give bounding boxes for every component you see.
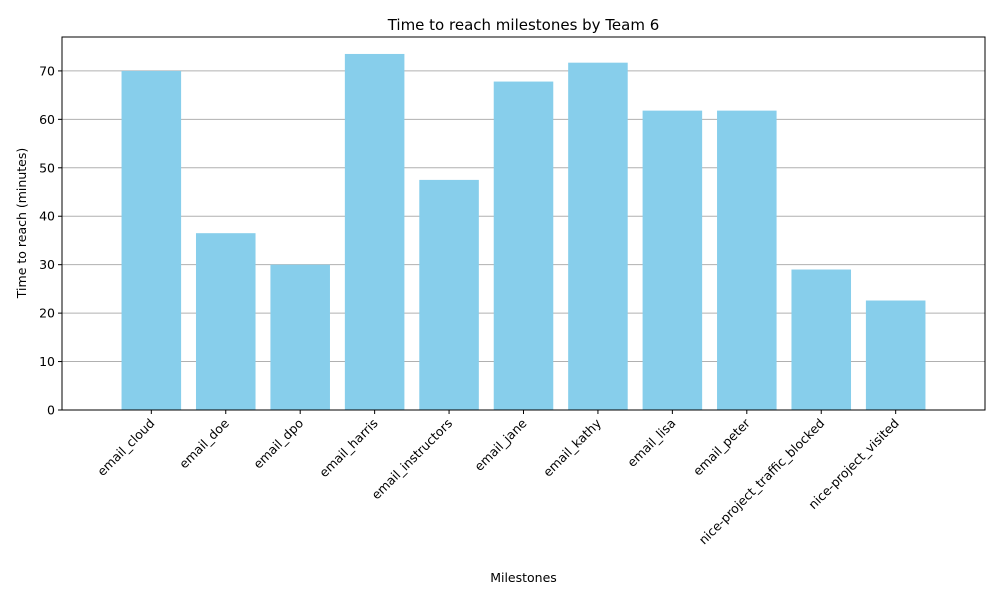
chart-title: Time to reach milestones by Team 6 bbox=[387, 16, 660, 34]
x-tick-label-email_instructors: email_instructors bbox=[368, 416, 455, 503]
y-tick-label-3: 30 bbox=[39, 257, 55, 272]
bar-email_lisa bbox=[642, 110, 703, 411]
bar-nice-project_traffic_blocked bbox=[791, 269, 852, 410]
x-tick-label-email_dpo: email_dpo bbox=[250, 416, 306, 472]
y-tick-label-0: 0 bbox=[47, 403, 55, 418]
y-axis-ticks: 0 10 20 30 40 50 60 70 bbox=[39, 63, 62, 418]
x-axis-label: Milestones bbox=[490, 570, 557, 585]
bar-email_jane bbox=[493, 81, 554, 411]
bar-email_doe bbox=[195, 233, 256, 410]
x-tick-label-email_lisa: email_lisa bbox=[624, 416, 678, 470]
x-tick-label-email_cloud: email_cloud bbox=[94, 416, 157, 479]
x-tick-label-email_kathy: email_kathy bbox=[540, 415, 605, 480]
x-tick-label-email_peter: email_peter bbox=[690, 415, 754, 479]
bar-email_dpo bbox=[270, 264, 330, 410]
y-tick-label-2: 20 bbox=[39, 306, 55, 321]
y-tick-label-6: 60 bbox=[39, 112, 55, 127]
x-tick-label-email_jane: email_jane bbox=[471, 415, 530, 474]
y-tick-label-5: 50 bbox=[39, 160, 55, 175]
x-tick-label-email_harris: email_harris bbox=[316, 416, 381, 481]
bar-nice-project_visited bbox=[865, 300, 926, 410]
x-tick-label-email_doe: email_doe bbox=[176, 415, 232, 471]
bars bbox=[121, 53, 926, 411]
y-tick-label-4: 40 bbox=[39, 209, 55, 224]
x-tick-label-nice-project_traffic_blocked: nice-project_traffic_blocked bbox=[696, 416, 828, 548]
y-tick-label-7: 70 bbox=[39, 63, 55, 78]
bar-email_kathy bbox=[568, 62, 628, 411]
bar-email_instructors bbox=[419, 179, 479, 410]
y-axis-label: Time to reach (minutes) bbox=[14, 148, 29, 299]
bar-email_harris bbox=[344, 53, 405, 411]
bar-email_cloud bbox=[121, 70, 182, 410]
bar-email_peter bbox=[717, 110, 777, 411]
x-axis-ticks: email_cloud email_doe email_dpo email_harri… bbox=[94, 410, 902, 547]
y-tick-label-1: 10 bbox=[39, 354, 55, 369]
